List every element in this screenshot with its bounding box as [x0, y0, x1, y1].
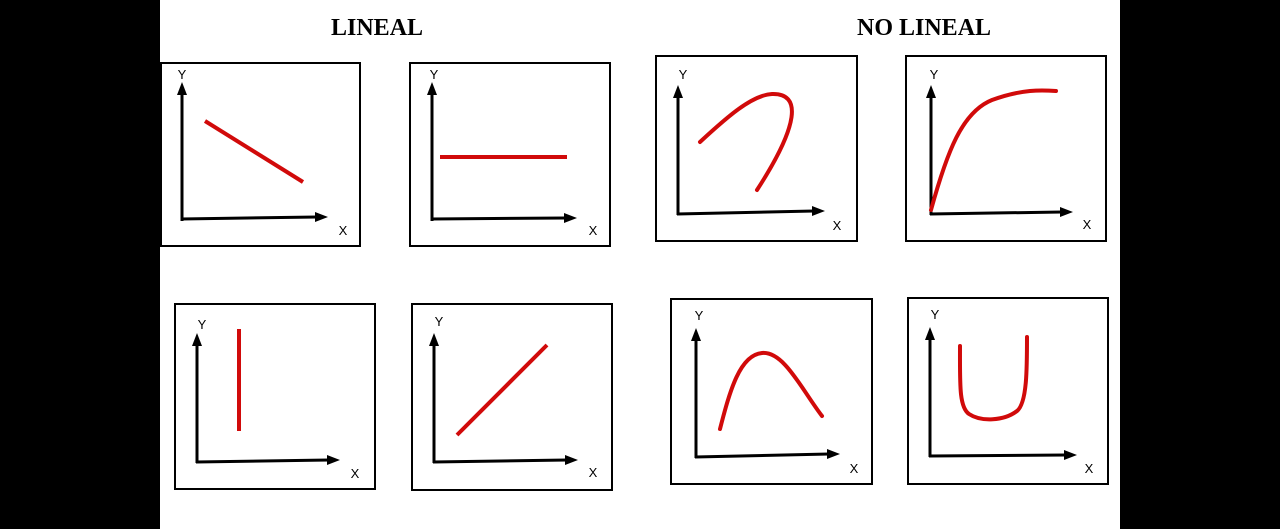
x-axis-arrow-icon — [812, 206, 825, 216]
y-axis-arrow-icon — [691, 328, 701, 341]
diagram-sheet: LINEAL NO LINEAL Y X Y X — [160, 0, 1120, 529]
graph-vertical-line: Y X — [192, 317, 360, 481]
x-axis-line — [430, 216, 567, 221]
heading-lineal: LINEAL — [331, 15, 424, 41]
ascending-line-curve — [455, 343, 549, 437]
x-axis-label: X — [1085, 461, 1094, 476]
u-curve — [957, 335, 1029, 422]
hook-curve — [698, 91, 794, 192]
panel-saturation-curve: Y X — [905, 55, 1107, 242]
graph-descending-line: Y X — [177, 67, 348, 238]
x-axis-line — [676, 209, 815, 216]
saturation-curve — [929, 88, 1058, 212]
y-axis-arrow-icon — [925, 327, 935, 340]
x-axis-label: X — [589, 465, 598, 480]
y-axis-arrow-icon — [427, 82, 437, 95]
x-axis-label: X — [339, 223, 348, 238]
y-axis-arrow-icon — [926, 85, 936, 98]
y-axis-label: Y — [679, 67, 688, 82]
x-axis-label: X — [589, 223, 598, 238]
x-axis-line — [928, 453, 1067, 458]
x-axis-label: X — [850, 461, 859, 476]
inverted-u-curve — [718, 351, 824, 431]
x-axis-line — [694, 452, 830, 459]
panel-descending-line: Y X — [160, 62, 361, 247]
graph-horizontal-line: Y X — [427, 67, 598, 238]
y-axis-label: Y — [198, 317, 207, 332]
x-axis-arrow-icon — [1060, 207, 1073, 217]
descending-line-curve — [203, 119, 305, 184]
y-axis-label: Y — [430, 67, 439, 82]
panel-inverted-u-curve: Y X — [670, 298, 873, 485]
x-axis-line — [929, 210, 1063, 216]
graph-ascending-line: Y X — [429, 314, 598, 480]
y-axis-arrow-icon — [177, 82, 187, 95]
y-axis-arrow-icon — [429, 333, 439, 346]
y-axis-label: Y — [435, 314, 444, 329]
x-axis-arrow-icon — [564, 213, 577, 223]
x-axis-arrow-icon — [315, 212, 328, 222]
x-axis-arrow-icon — [565, 455, 578, 465]
y-axis-label: Y — [931, 307, 940, 322]
y-axis-label: Y — [930, 67, 939, 82]
x-axis-label: X — [833, 218, 842, 233]
graph-u-curve: Y X — [925, 307, 1094, 476]
x-axis-label: X — [1083, 217, 1092, 232]
x-axis-line — [432, 458, 568, 464]
graph-hook-curve: Y X — [673, 67, 842, 233]
x-axis-arrow-icon — [327, 455, 340, 465]
graph-inverted-u-curve: Y X — [691, 308, 859, 476]
panel-u-curve: Y X — [907, 297, 1109, 485]
y-axis-label: Y — [178, 67, 187, 82]
panel-ascending-line: Y X — [411, 303, 613, 491]
x-axis-label: X — [351, 466, 360, 481]
panel-hook-curve: Y X — [655, 55, 858, 242]
x-axis-arrow-icon — [1064, 450, 1077, 460]
graph-saturation-curve: Y X — [926, 67, 1092, 232]
heading-no-lineal: NO LINEAL — [857, 15, 992, 41]
x-axis-line — [195, 458, 330, 464]
y-axis-label: Y — [695, 308, 704, 323]
y-axis-arrow-icon — [673, 85, 683, 98]
y-axis-arrow-icon — [192, 333, 202, 346]
panel-vertical-line: Y X — [174, 303, 376, 490]
x-axis-line — [180, 215, 318, 221]
panel-horizontal-line: Y X — [409, 62, 611, 247]
x-axis-arrow-icon — [827, 449, 840, 459]
